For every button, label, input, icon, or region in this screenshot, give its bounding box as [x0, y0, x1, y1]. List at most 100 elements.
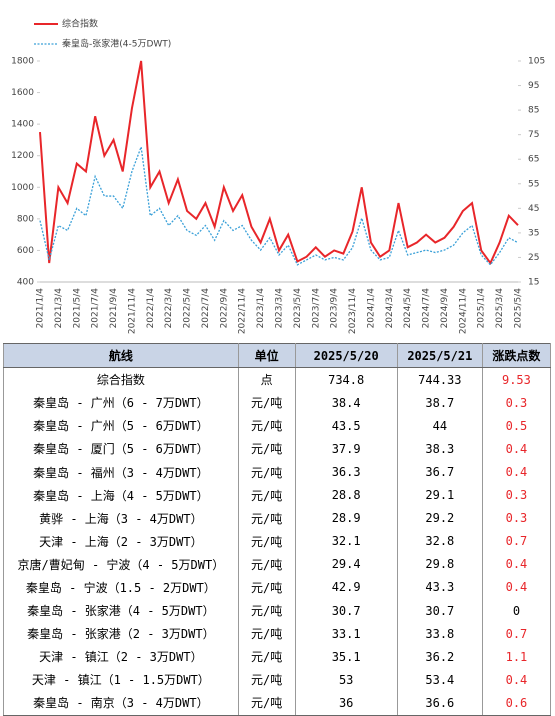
table-cell: 元/吨 [237, 529, 296, 553]
table-row: 秦皇岛 - 宁波（1.5 - 2万DWT） 元/吨 42.9 43.3 0.4 [3, 575, 552, 600]
table-cell: 0.7 [481, 529, 552, 553]
table-cell: 元/吨 [237, 483, 296, 507]
table-cell: 天津 - 镇江（1 - 1.5万DWT） [3, 668, 239, 692]
series-line [39, 146, 519, 266]
table-row: 秦皇岛 - 上海（4 - 5万DWT） 元/吨 28.8 29.1 0.3 [3, 483, 552, 507]
x-tick-label: 2022/7/4 [201, 288, 211, 329]
table-cell: 53.4 [396, 668, 483, 692]
table-row: 京唐/曹妃甸 - 宁波（4 - 5万DWT） 元/吨 29.4 29.8 0.4 [3, 552, 552, 576]
table-cell: 9.53 [481, 367, 552, 392]
table-cell: 38.4 [294, 391, 398, 415]
y2-tick-label: 55 [528, 179, 539, 189]
x-tick-label: 2022/1/4 [146, 288, 156, 329]
table-row: 秦皇岛 - 南京（3 - 4万DWT） 元/吨 36 36.6 0.6 [3, 691, 552, 716]
x-tick-label: 2023/11/4 [348, 288, 358, 334]
table-cell: 36.3 [294, 460, 398, 484]
x-tick-label: 2021/1/4 [36, 288, 46, 329]
x-tick-label: 2023/7/4 [311, 288, 321, 329]
table-cell: 33.1 [294, 622, 398, 646]
table-cell: 38.3 [396, 437, 483, 461]
table-cell: 元/吨 [237, 575, 296, 600]
table-cell: 秦皇岛 - 上海（4 - 5万DWT） [3, 483, 239, 507]
y-tick-label: 1000 [11, 183, 34, 193]
y2-tick-label: 95 [528, 81, 539, 91]
x-tick-label: 2025/3/4 [495, 288, 505, 329]
x-tick-label: 2024/7/4 [422, 288, 432, 329]
table-row: 天津 - 镇江（1 - 1.5万DWT） 元/吨 53 53.4 0.4 [3, 668, 552, 692]
table-cell: 0.6 [481, 691, 552, 716]
x-tick-label: 2024/1/4 [366, 288, 376, 329]
table-cell: 京唐/曹妃甸 - 宁波（4 - 5万DWT） [3, 552, 239, 576]
table-cell: 元/吨 [237, 599, 296, 623]
table-cell: 30.7 [396, 599, 483, 623]
table-row: 秦皇岛 - 广州（5 - 6万DWT） 元/吨 43.5 44 0.5 [3, 414, 552, 438]
table-cell: 36 [294, 691, 398, 716]
table-cell: 综合指数 [3, 367, 239, 392]
table-cell: 36.7 [396, 460, 483, 484]
table-cell: 元/吨 [237, 622, 296, 646]
table-cell: 元/吨 [237, 414, 296, 438]
table-cell: 0.3 [481, 506, 552, 530]
table-cell: 0 [481, 599, 552, 623]
x-tick-label: 2022/11/4 [238, 288, 248, 334]
table-cell: 天津 - 镇江（2 - 3万DWT） [3, 645, 239, 669]
table-cell: 秦皇岛 - 福州（3 - 4万DWT） [3, 460, 239, 484]
table-cell: 28.8 [294, 483, 398, 507]
table-cell: 秦皇岛 - 张家港（2 - 3万DWT） [3, 622, 239, 646]
table-cell: 点 [237, 367, 296, 392]
series-line [39, 60, 519, 266]
table-cell: 0.3 [481, 483, 552, 507]
table-cell: 秦皇岛 - 厦门（5 - 6万DWT） [3, 437, 239, 461]
x-tick-label: 2025/1/4 [477, 288, 487, 329]
table-row: 天津 - 上海（2 - 3万DWT） 元/吨 32.1 32.8 0.7 [3, 529, 552, 553]
x-tick-label: 2023/5/4 [293, 288, 303, 329]
y-tick-label: 400 [17, 278, 34, 288]
table-row: 秦皇岛 - 广州（6 - 7万DWT） 元/吨 38.4 38.7 0.3 [3, 391, 552, 415]
table-row: 黄骅 - 上海（3 - 4万DWT） 元/吨 28.9 29.2 0.3 [3, 506, 552, 530]
table-cell: 44 [396, 414, 483, 438]
table-cell: 36.6 [396, 691, 483, 716]
x-tick-label: 2021/11/4 [127, 288, 137, 334]
header-row: 航线 单位 2025/5/20 2025/5/21 涨跌点数 [3, 342, 552, 369]
table-row: 综合指数点 734.8 744.33 9.53 [3, 367, 552, 392]
x-tick-label: 2024/11/4 [458, 288, 468, 334]
x-tick-label: 2025/5/4 [514, 288, 524, 329]
header-cell: 2025/5/20 [294, 342, 398, 369]
table-cell: 30.7 [294, 599, 398, 623]
x-tick-label: 2023/1/4 [256, 288, 266, 329]
table-cell: 元/吨 [237, 460, 296, 484]
table-cell: 元/吨 [237, 552, 296, 576]
table-cell: 35.1 [294, 645, 398, 669]
table-cell: 黄骅 - 上海（3 - 4万DWT） [3, 506, 239, 530]
table-cell: 42.9 [294, 575, 398, 600]
x-tick-label: 2024/5/4 [403, 288, 413, 329]
table-row: 天津 - 镇江（2 - 3万DWT） 元/吨 35.1 36.2 1.1 [3, 645, 552, 669]
table-cell: 0.4 [481, 437, 552, 461]
freight-table: 航线 单位 2025/5/20 2025/5/21 涨跌点数 综合指数点 734.8 744.… [3, 342, 552, 716]
table-cell: 29.4 [294, 552, 398, 576]
x-tick-label: 2022/9/4 [219, 288, 229, 329]
table-cell: 29.1 [396, 483, 483, 507]
y2-tick-label: 15 [528, 278, 539, 288]
table-cell: 秦皇岛 - 广州（6 - 7万DWT） [3, 391, 239, 415]
table-cell: 36.2 [396, 645, 483, 669]
x-tick-label: 2024/3/4 [385, 288, 395, 329]
table-cell: 0.4 [481, 460, 552, 484]
table-cell: 1.1 [481, 645, 552, 669]
table-cell: 0.4 [481, 575, 552, 600]
y-tick-label: 1800 [11, 57, 34, 67]
x-tick-label: 2022/3/4 [164, 288, 174, 329]
table-cell: 43.5 [294, 414, 398, 438]
y-tick-label: 1600 [11, 88, 34, 98]
table-cell: 0.3 [481, 391, 552, 415]
y2-tick-label: 65 [528, 155, 539, 165]
table-cell: 0.4 [481, 552, 552, 576]
table-cell: 29.8 [396, 552, 483, 576]
header-cell: 单位 [237, 342, 296, 369]
x-tick-label: 2021/3/4 [54, 288, 64, 329]
table-cell: 734.8 [294, 367, 398, 392]
table-cell: 秦皇岛 - 宁波（1.5 - 2万DWT） [3, 575, 239, 600]
x-tick-label: 2023/3/4 [275, 288, 285, 329]
header-cell: 2025/5/21 [396, 342, 483, 369]
